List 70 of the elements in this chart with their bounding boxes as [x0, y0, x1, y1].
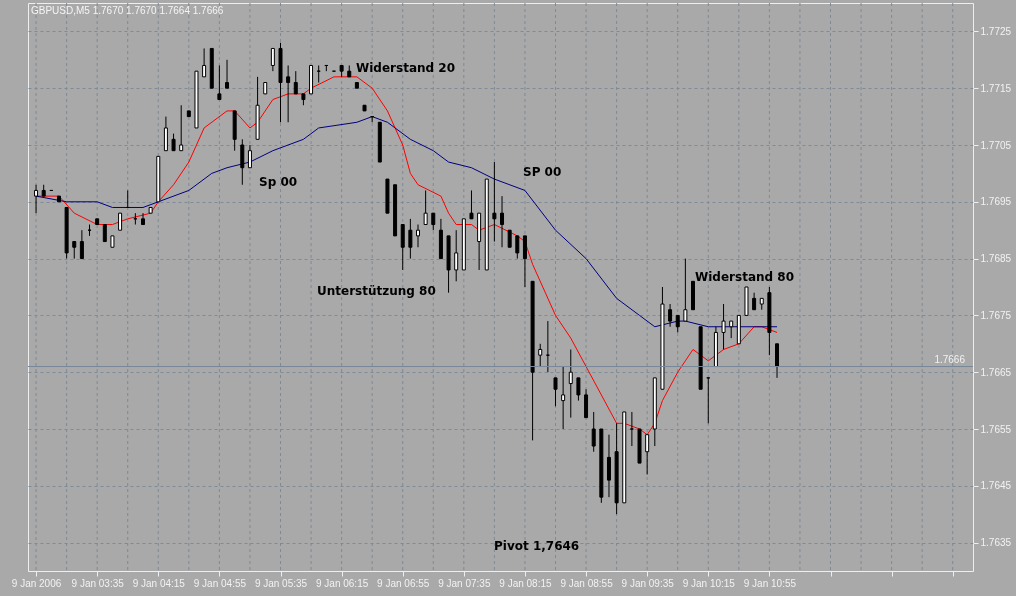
candlestick	[217, 64, 222, 101]
candlestick	[683, 258, 688, 322]
candlestick	[293, 70, 298, 95]
candlestick	[721, 303, 726, 350]
y-tick-label: 1.7705	[980, 139, 1012, 151]
candlestick	[454, 229, 459, 282]
candlestick	[553, 377, 558, 407]
candlestick	[584, 388, 589, 419]
x-tick-label: 9 Jan 03:35	[71, 577, 125, 589]
candlestick	[668, 303, 673, 328]
y-tick-label: 1.7685	[980, 253, 1012, 265]
candlestick	[400, 224, 405, 271]
candlestick	[79, 229, 84, 260]
candlestick	[568, 348, 573, 419]
x-tick-label: 9 Jan 09:35	[621, 577, 675, 589]
candlestick	[576, 377, 581, 402]
candlestick	[416, 224, 420, 248]
chart-title: GBPUSD,M5 1.7670 1.7670 1.7664 1.7666	[31, 4, 224, 16]
y-tick-label: 1.7665	[980, 366, 1012, 378]
annotation: Unterstützung 80	[317, 284, 436, 298]
y-tick-label: 1.7695	[980, 196, 1012, 208]
candlestick	[706, 377, 711, 424]
candlestick	[515, 235, 520, 260]
y-tick-label: 1.7645	[980, 480, 1012, 492]
candlestick	[645, 434, 650, 475]
candlestick	[286, 64, 291, 123]
candlestick	[492, 161, 497, 243]
candlestick	[423, 189, 428, 226]
y-tick-label: 1.7655	[980, 423, 1012, 435]
candlestick	[629, 411, 634, 447]
candlestick	[179, 104, 184, 152]
candlestick	[561, 366, 566, 430]
ref-line-label: 1.7666	[934, 353, 966, 365]
x-tick-label: 9 Jan 04:55	[193, 577, 247, 589]
candlestick	[247, 144, 252, 169]
candlestick	[34, 184, 39, 214]
candlestick	[606, 434, 611, 498]
x-tick-label: 9 Jan 06:15	[315, 577, 369, 589]
candlestick	[538, 343, 543, 368]
x-tick-label: 9 Jan 08:15	[499, 577, 553, 589]
x-tick-label: 9 Jan 08:55	[560, 577, 614, 589]
line-series	[35, 116, 778, 328]
candlestick	[141, 212, 145, 226]
annotation: Widerstand 80	[695, 270, 794, 284]
y-tick-label: 1.7635	[980, 537, 1012, 549]
x-tick-label: 9 Jan 06:55	[377, 577, 430, 589]
candlestick	[591, 411, 596, 453]
x-tick-label: 9 Jan 04:15	[132, 577, 186, 589]
candlestick	[500, 195, 505, 248]
y-tick-label: 1.7675	[980, 309, 1012, 321]
x-tick-label: 9 Jan 07:35	[438, 577, 491, 589]
y-tick-label: 1.7715	[980, 82, 1012, 94]
candlestick	[469, 189, 474, 220]
x-tick-label: 9 Jan 10:55	[743, 577, 797, 589]
annotation: Pivot 1,7646	[494, 539, 580, 553]
candlestick	[240, 138, 245, 186]
x-tick-label: 9 Jan 05:35	[254, 577, 308, 589]
x-tick-label: 9 Jan 2006	[11, 577, 62, 589]
annotation: Sp 00	[259, 175, 298, 189]
x-tick-label: 9 Jan 10:15	[682, 577, 736, 589]
candlestick	[270, 47, 275, 72]
candlestick	[775, 343, 780, 379]
candlestick	[522, 235, 527, 288]
candlestick	[225, 59, 230, 89]
candlestick	[163, 116, 168, 152]
annotation: SP 00	[523, 165, 562, 179]
candlestick	[408, 218, 413, 260]
y-tick-label: 1.7725	[980, 25, 1012, 37]
candlestick	[202, 47, 207, 78]
annotation: Widerstand 20	[356, 61, 455, 75]
